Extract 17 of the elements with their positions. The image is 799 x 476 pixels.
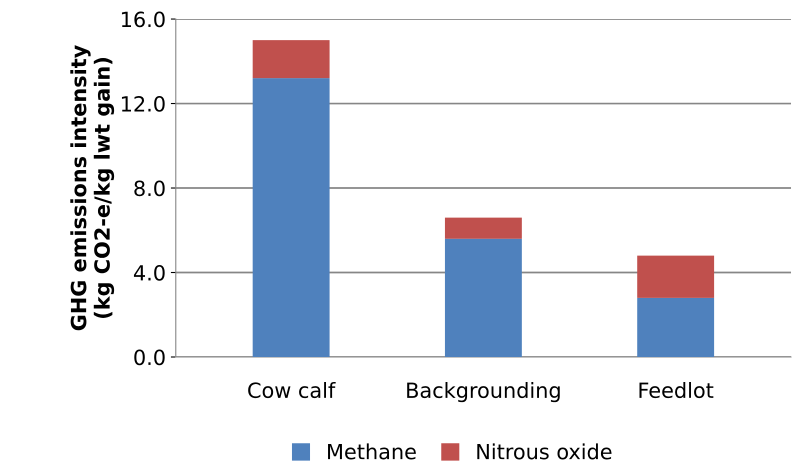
legend-label: Methane <box>328 443 416 460</box>
bar <box>252 40 330 78</box>
bar <box>637 256 714 298</box>
bar <box>252 78 330 357</box>
y-tick-label: 0.0 <box>134 349 165 366</box>
bar <box>444 238 522 357</box>
x-tick-label: Cow calf <box>248 382 336 398</box>
bar <box>444 218 522 239</box>
y-tick-label: 4.0 <box>134 264 165 281</box>
x-tick-label: Backgrounding <box>407 382 560 402</box>
y-tick-label: 16.0 <box>122 11 165 28</box>
x-tick-label: Feedlot <box>639 382 714 398</box>
bar <box>637 298 714 357</box>
y-tick-label: 12.0 <box>122 96 165 112</box>
legend-label: Nitrous oxide <box>477 443 612 460</box>
y-tick-label: 8.0 <box>134 180 165 196</box>
y-axis-title: GHG emissions intensity (kg CO2-e/kg lwt gain) <box>70 45 114 330</box>
